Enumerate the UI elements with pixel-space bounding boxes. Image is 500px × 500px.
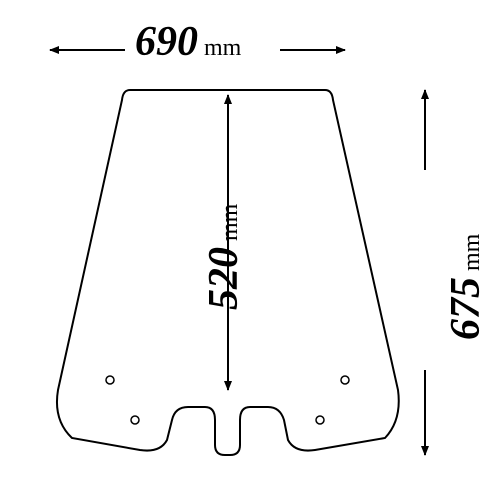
outer-height-value: 675 [443, 277, 489, 340]
inner-height-dimension-label: 520 mm [200, 204, 248, 310]
mount-hole [316, 416, 324, 424]
outer-height-unit: mm [459, 234, 485, 271]
width-unit: mm [204, 35, 241, 61]
inner-height-unit: mm [217, 204, 243, 241]
mount-hole [341, 376, 349, 384]
width-dimension-label: 690mm [135, 18, 241, 66]
windscreen-outline-svg [0, 0, 500, 500]
mount-hole [106, 376, 114, 384]
mount-hole [131, 416, 139, 424]
outer-height-dimension-label: 675 mm [442, 234, 490, 340]
inner-height-value: 520 [201, 247, 247, 310]
width-value: 690 [135, 19, 198, 65]
drawing-canvas: 690mm 520mm 675mm [0, 0, 500, 500]
